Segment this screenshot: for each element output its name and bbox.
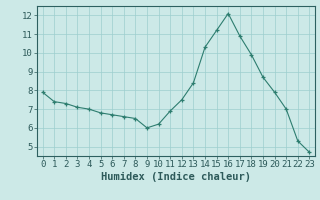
X-axis label: Humidex (Indice chaleur): Humidex (Indice chaleur) xyxy=(101,172,251,182)
